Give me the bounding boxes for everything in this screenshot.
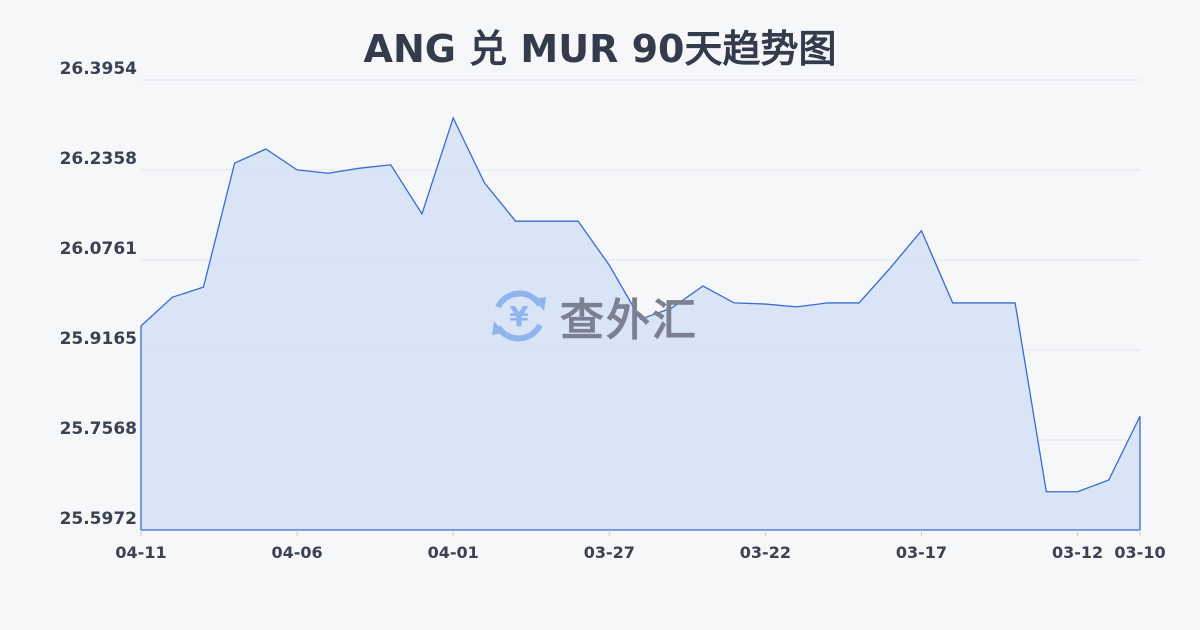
svg-text:¥: ¥ <box>509 300 529 333</box>
data-point <box>452 117 454 119</box>
data-point <box>733 302 735 304</box>
y-tick-label: 26.2358 <box>60 149 137 169</box>
watermark-text: 查外汇 <box>560 295 698 346</box>
data-point <box>202 286 204 288</box>
data-point <box>920 230 922 232</box>
data-point <box>764 303 766 305</box>
y-tick-label: 25.5972 <box>60 509 137 529</box>
data-point <box>1139 415 1141 417</box>
data-point <box>796 306 798 308</box>
y-tick-label: 25.7568 <box>60 419 137 439</box>
y-tick-label: 26.0761 <box>60 239 137 259</box>
data-point <box>265 148 267 150</box>
data-point <box>140 325 142 327</box>
data-point <box>1077 491 1079 493</box>
x-tick-label: 03-22 <box>740 543 791 562</box>
data-point <box>515 220 517 222</box>
data-point <box>1108 479 1110 481</box>
series-line <box>140 116 1141 493</box>
data-point <box>952 302 954 304</box>
data-point <box>608 264 610 266</box>
data-point <box>1014 302 1016 304</box>
x-tick-label: 03-10 <box>1114 543 1165 562</box>
data-point <box>296 169 298 171</box>
data-point <box>889 267 891 269</box>
x-tick-label: 03-12 <box>1052 543 1103 562</box>
data-point <box>577 220 579 222</box>
x-tick-label: 04-11 <box>115 543 166 562</box>
chart-title: ANG 兑 MUR 90天趋势图 <box>363 27 837 71</box>
y-tick-label: 25.9165 <box>60 329 137 349</box>
data-point <box>858 302 860 304</box>
data-point <box>483 182 485 184</box>
data-point <box>234 162 236 164</box>
data-point <box>359 167 361 169</box>
data-point <box>327 172 329 174</box>
yen-exchange-icon: ¥ <box>492 290 546 342</box>
data-point <box>171 296 173 298</box>
data-point <box>983 302 985 304</box>
x-tick-label: 03-27 <box>584 543 635 562</box>
watermark: ¥ 查外汇 <box>488 284 698 348</box>
x-tick-label: 03-17 <box>896 543 947 562</box>
y-tick-label: 26.3954 <box>60 59 138 79</box>
data-point <box>827 302 829 304</box>
data-point <box>421 213 423 215</box>
data-point <box>390 164 392 166</box>
data-point <box>1045 491 1047 493</box>
data-point <box>546 220 548 222</box>
x-tick-label: 04-06 <box>272 543 323 562</box>
area-fill <box>141 117 1140 531</box>
data-point <box>702 285 704 287</box>
x-tick-label: 04-01 <box>428 543 479 562</box>
